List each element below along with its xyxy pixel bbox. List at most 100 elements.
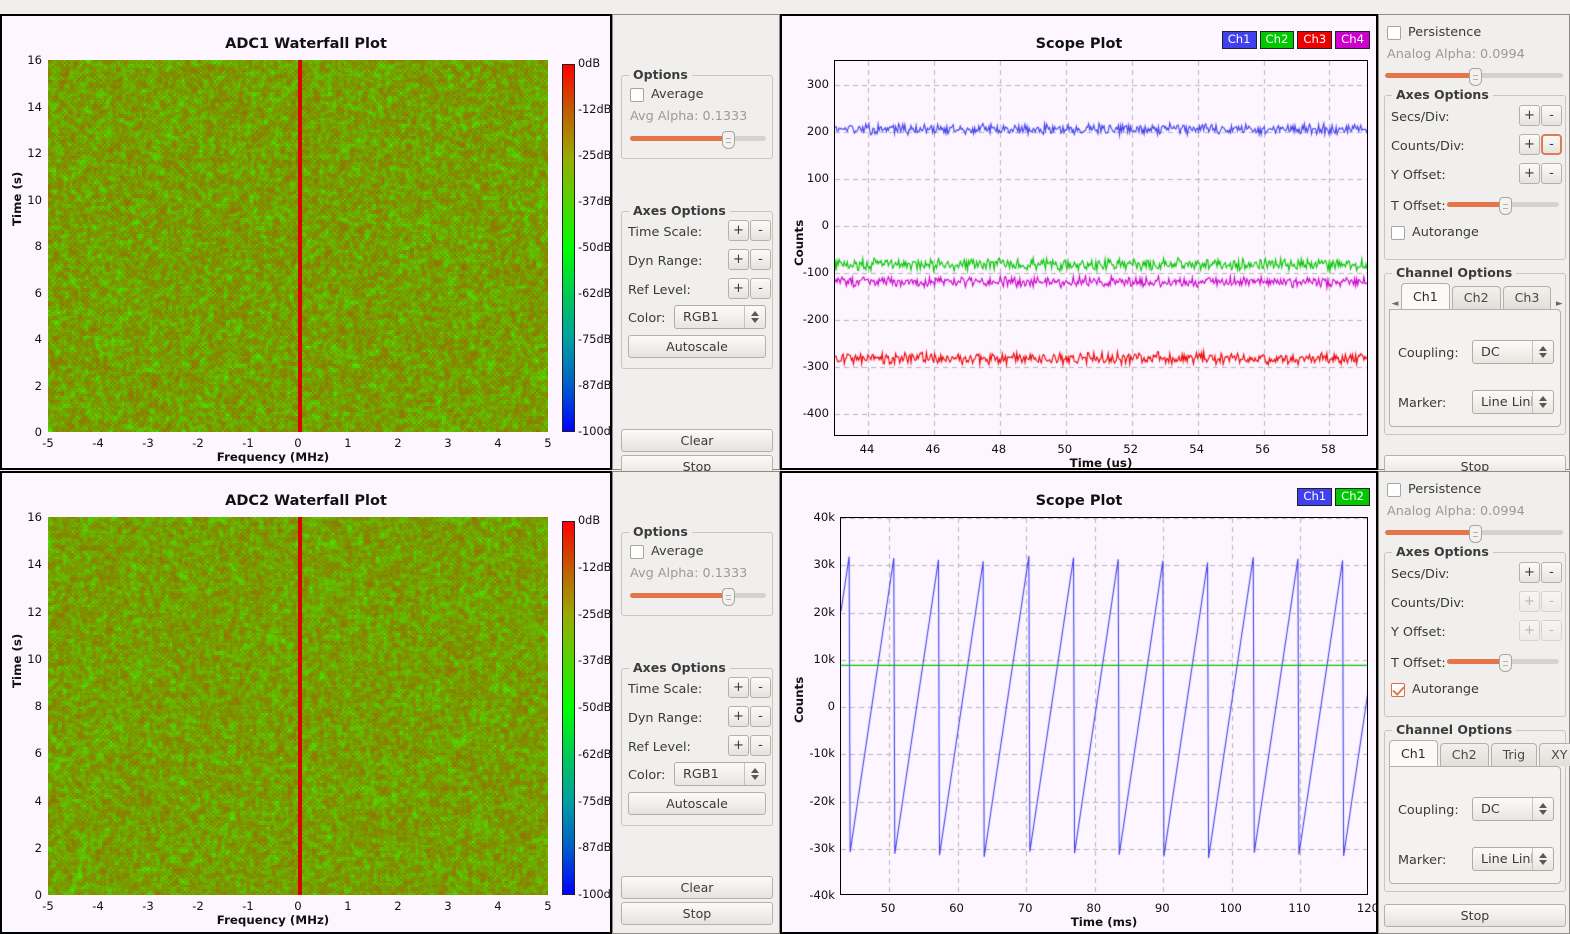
scope2-y-offset-label: Y Offset: — [1391, 625, 1446, 640]
tab-ch3[interactable]: Ch3 — [1502, 286, 1552, 309]
adc1-time-scale-plus[interactable]: + — [728, 220, 749, 241]
adc2-options-group: Options Average Avg Alpha: 0.1333 — [621, 524, 773, 616]
scope2-persistence-checkbox[interactable]: Persistence — [1387, 482, 1481, 497]
slider-knob[interactable] — [1498, 197, 1512, 215]
scope2-plot[interactable]: Scope Plot Ch1 Ch2 Counts Time (ms) 50 60 7… — [780, 471, 1379, 934]
adc2-average-checkbox[interactable]: Average — [630, 544, 704, 559]
tab-ch1[interactable]: Ch1 — [1389, 740, 1438, 766]
adc1-average-label: Average — [651, 87, 704, 102]
scope1-marker-select[interactable]: Line Link — [1472, 390, 1554, 414]
tab-scroll-left-icon[interactable]: ◄ — [1391, 299, 1399, 309]
tab-ch2[interactable]: Ch2 — [1451, 286, 1501, 309]
adc1-clear-button[interactable]: Clear — [621, 429, 773, 452]
scope1-counts-div-minus[interactable]: - — [1541, 134, 1562, 155]
adc2-color-select[interactable]: RGB1 — [674, 762, 766, 786]
scope2-coupling-select[interactable]: DC — [1472, 797, 1554, 821]
tab-scroll-right-icon[interactable]: ► — [1555, 299, 1563, 309]
scope2-t-offset-slider[interactable] — [1447, 653, 1559, 672]
adc2-time-scale-plus[interactable]: + — [728, 677, 749, 698]
scope1-analog-alpha-slider[interactable] — [1385, 67, 1563, 86]
scope2-secs-div-plus[interactable]: + — [1519, 562, 1540, 583]
scope2-y-offset-plus[interactable]: + — [1519, 620, 1540, 641]
adc1-autoscale-button[interactable]: Autoscale — [628, 335, 766, 358]
adc2-time-scale-minus[interactable]: - — [750, 677, 771, 698]
scope2-y-offset-minus[interactable]: - — [1541, 620, 1562, 641]
checkbox-icon — [1387, 482, 1401, 497]
adc1-time-scale-minus[interactable]: - — [750, 220, 771, 241]
adc1-waterfall-image[interactable] — [48, 60, 548, 432]
scope1-secs-div-plus[interactable]: + — [1519, 105, 1540, 126]
adc1-dyn-range-plus[interactable]: + — [728, 249, 749, 270]
scope2-title: Scope Plot — [1035, 493, 1123, 509]
spinner-icon[interactable] — [744, 306, 765, 328]
tab-ch1[interactable]: Ch1 — [1401, 283, 1450, 309]
y-tick-label: 2 — [34, 840, 42, 855]
slider-knob[interactable] — [1468, 68, 1482, 86]
legend-item-ch2[interactable]: Ch2 — [1259, 31, 1295, 50]
scope1-autorange-checkbox[interactable]: Autorange — [1391, 225, 1479, 240]
legend-item-ch3[interactable]: Ch3 — [1297, 31, 1333, 50]
adc2-ref-level-minus[interactable]: - — [750, 735, 771, 756]
scope2-counts-div-plus[interactable]: + — [1519, 591, 1540, 612]
y-tick-label: 4 — [34, 793, 42, 808]
adc1-color-select[interactable]: RGB1 — [674, 305, 766, 329]
slider-knob[interactable] — [1468, 525, 1482, 543]
scope1-plot[interactable]: Scope Plot Ch1 Ch2 Ch3 Ch4 Counts Time (us)… — [780, 14, 1378, 470]
adc2-dyn-range-minus[interactable]: - — [750, 706, 771, 727]
scope1-channel-tabs[interactable]: ◄ Ch1 Ch2 Ch3 ► — [1389, 283, 1565, 309]
adc1-average-checkbox[interactable]: Average — [630, 87, 704, 102]
adc1-waterfall-plot[interactable]: ADC1 Waterfall Plot Time (s) Frequency (… — [0, 14, 619, 470]
scope2-counts-div-minus[interactable]: - — [1541, 591, 1562, 612]
slider-knob[interactable] — [722, 588, 736, 606]
adc2-clear-button[interactable]: Clear — [621, 876, 773, 899]
scope1-persistence-checkbox[interactable]: Persistence — [1387, 25, 1481, 40]
spinner-icon[interactable] — [744, 763, 765, 785]
scope2-autorange-checkbox[interactable]: Autorange — [1391, 682, 1479, 697]
adc2-axes-title: Axes Options — [629, 660, 730, 675]
scope2-marker-select[interactable]: Line Link — [1472, 847, 1554, 871]
tab-trig[interactable]: Trig — [1490, 743, 1538, 766]
legend-item-ch1[interactable]: Ch1 — [1297, 488, 1333, 507]
adc2-waterfall-image[interactable] — [48, 517, 548, 895]
scope2-analog-alpha-slider[interactable] — [1385, 524, 1563, 543]
scope2-stop-button[interactable]: Stop — [1384, 904, 1566, 927]
scope1-counts-div-plus[interactable]: + — [1519, 134, 1540, 155]
adc2-dyn-range-plus[interactable]: + — [728, 706, 749, 727]
legend-item-ch1[interactable]: Ch1 — [1221, 31, 1257, 50]
adc1-ref-level-plus[interactable]: + — [728, 278, 749, 299]
scope2-canvas-frame[interactable] — [840, 517, 1368, 895]
spinner-icon[interactable] — [1532, 798, 1553, 820]
adc1-ref-level-label: Ref Level: — [628, 283, 691, 298]
adc1-dyn-range-minus[interactable]: - — [750, 249, 771, 270]
adc2-waterfall-plot[interactable]: ADC2 Waterfall Plot Time (s) Frequency (… — [0, 471, 619, 934]
scope1-coupling-label: Coupling: — [1398, 346, 1459, 361]
adc1-avg-alpha-slider[interactable] — [630, 130, 766, 149]
adc1-options-group: Options Average Avg Alpha: 0.1333 — [621, 67, 773, 159]
slider-knob[interactable] — [1498, 654, 1512, 672]
adc2-ref-level-plus[interactable]: + — [728, 735, 749, 756]
scope1-coupling-select[interactable]: DC — [1472, 340, 1554, 364]
scope1-secs-div-minus[interactable]: - — [1541, 105, 1562, 126]
scope1-t-offset-slider[interactable] — [1447, 196, 1559, 215]
adc1-ref-level-minus[interactable]: - — [750, 278, 771, 299]
x-tick-label: 0 — [294, 899, 302, 913]
scope2-analog-alpha-label: Analog Alpha: 0.0994 — [1387, 504, 1525, 519]
scope1-y-offset-plus[interactable]: + — [1519, 163, 1540, 184]
legend-item-ch2[interactable]: Ch2 — [1335, 488, 1370, 507]
adc2-stop-button[interactable]: Stop — [621, 902, 773, 925]
tab-ch2[interactable]: Ch2 — [1439, 743, 1489, 766]
slider-knob[interactable] — [722, 131, 736, 149]
adc2-autoscale-button[interactable]: Autoscale — [628, 792, 766, 815]
spinner-icon[interactable] — [1532, 391, 1553, 413]
legend-item-ch4[interactable]: Ch4 — [1335, 31, 1370, 50]
scope2-secs-div-minus[interactable]: - — [1541, 562, 1562, 583]
scope2-x-axis-label: Time (ms) — [1070, 915, 1138, 929]
scope2-channel-tabs[interactable]: Ch1 Ch2 Trig XY — [1389, 740, 1570, 766]
tab-xy[interactable]: XY — [1539, 743, 1570, 766]
x-tick-label: 90 — [1154, 901, 1170, 915]
scope1-canvas-frame[interactable] — [834, 60, 1368, 436]
scope1-y-offset-minus[interactable]: - — [1541, 163, 1562, 184]
spinner-icon[interactable] — [1532, 341, 1553, 363]
spinner-icon[interactable] — [1532, 848, 1553, 870]
adc2-avg-alpha-slider[interactable] — [630, 587, 766, 606]
